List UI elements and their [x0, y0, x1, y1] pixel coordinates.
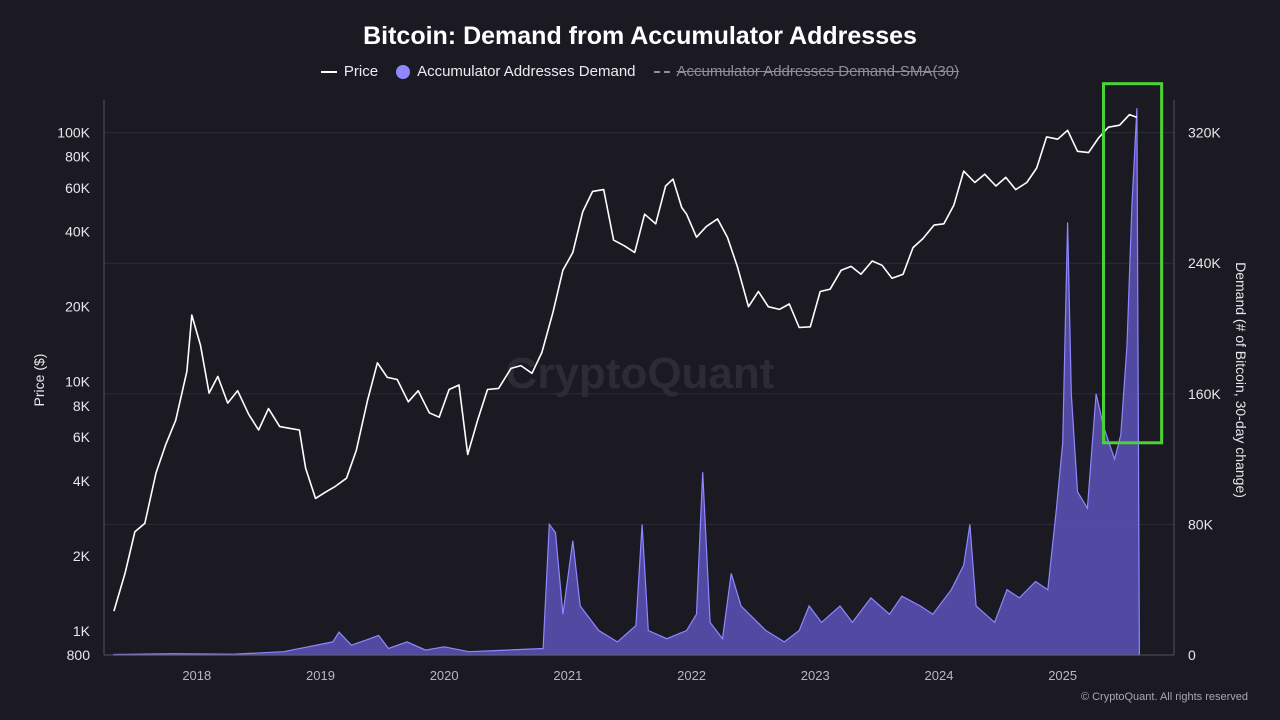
y-left-tick-label: 100K: [57, 124, 90, 140]
x-tick-label: 2025: [1048, 668, 1077, 683]
price-line-series: [113, 113, 1138, 612]
legend-item-sma[interactable]: Accumulator Addresses Demand-SMA(30): [653, 63, 960, 80]
legend-dash-swatch: [653, 70, 670, 73]
x-tick-label: 2021: [553, 668, 582, 683]
y-left-tick-label: 6K: [73, 429, 91, 445]
y-left-tick-label: 20K: [65, 299, 91, 315]
y-left-tick-label: 40K: [65, 224, 91, 240]
highlight-box: [1101, 82, 1164, 445]
y-left-tick-label: 1K: [73, 623, 91, 639]
legend-line-swatch: [320, 70, 337, 73]
x-tick-label: 2020: [430, 668, 459, 683]
y-right-tick-label: 320K: [1188, 125, 1221, 141]
x-tick-label: 2024: [925, 668, 954, 683]
annotation-layer: [1101, 82, 1164, 445]
watermark-text: CryptoQuant: [506, 349, 775, 398]
x-tick-label: 2023: [801, 668, 830, 683]
y-left-axis-label: Price ($): [31, 354, 47, 407]
axes-layer: 800 1K 2K 4K 6K 8K 10K 20K 40K 60K 80K 100K 0 80K 160K…: [57, 100, 1221, 683]
copyright-text: © CryptoQuant. All rights reserved: [1080, 691, 1248, 703]
y-left-tick-label: 800: [67, 647, 91, 663]
grid-layer: [104, 132, 1174, 525]
y-left-tick-label: 80K: [65, 149, 91, 165]
x-tick-label: 2019: [306, 668, 335, 683]
y-right-axis-label: Demand (# of Bitcoin, 30-day change): [1233, 262, 1249, 498]
demand-area-series: [113, 108, 1141, 656]
price-layer: [113, 113, 1138, 612]
y-left-tick-label: 8K: [73, 398, 91, 414]
legend-dot-swatch: [396, 64, 411, 79]
legend-label-price: Price: [343, 63, 379, 80]
y-right-tick-label: 80K: [1188, 516, 1214, 532]
y-right-tick-label: 160K: [1188, 386, 1221, 402]
y-left-tick-label: 4K: [73, 473, 91, 489]
y-left-tick-label: 10K: [65, 374, 91, 390]
y-left-tick-label: 60K: [65, 180, 91, 196]
x-tick-label: 2018: [182, 668, 211, 683]
legend-label-sma: Accumulator Addresses Demand-SMA(30): [676, 63, 960, 80]
y-right-tick-label: 240K: [1188, 255, 1221, 271]
legend-item-demand[interactable]: Accumulator Addresses Demand: [396, 63, 636, 80]
y-right-tick-label: 0: [1188, 647, 1196, 663]
chart-legend: Price Accumulator Addresses Demand Accum…: [0, 63, 1280, 80]
chart-title: Bitcoin: Demand from Accumulator Address…: [363, 22, 917, 50]
x-tick-label: 2022: [677, 668, 706, 683]
demand-layer: [113, 108, 1141, 656]
legend-label-demand: Accumulator Addresses Demand: [417, 63, 636, 80]
y-left-tick-label: 2K: [73, 548, 91, 564]
legend-item-price[interactable]: Price: [320, 63, 379, 80]
